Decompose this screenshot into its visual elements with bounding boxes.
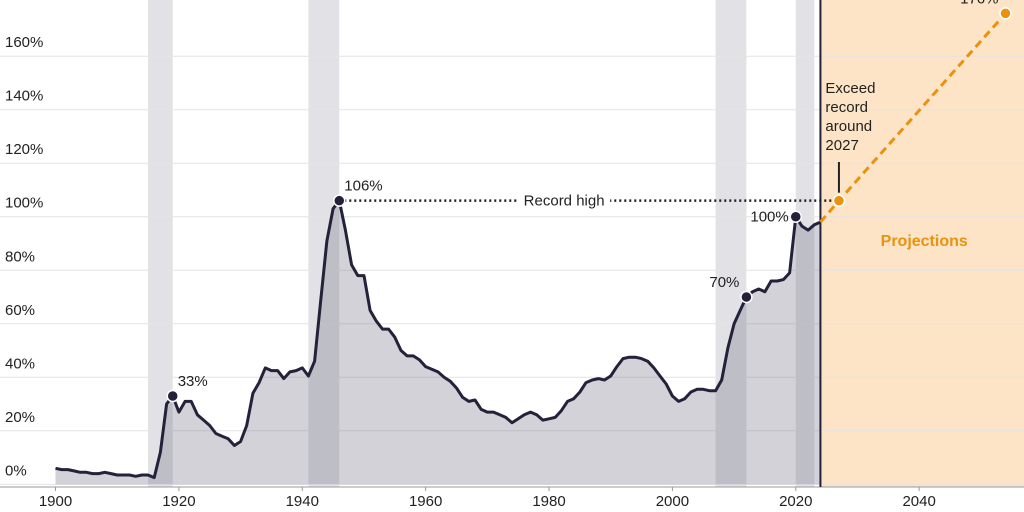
y-tick-label: 140% xyxy=(5,88,43,105)
shaded-range xyxy=(308,0,340,487)
area xyxy=(55,200,821,485)
callout-text: Exceed xyxy=(825,80,875,97)
x-tick-label: 2020 xyxy=(779,493,812,510)
line xyxy=(55,199,822,480)
y-tick-label: 100% xyxy=(5,195,43,212)
x-tick-label: 1960 xyxy=(409,493,442,510)
callout-text: around xyxy=(825,118,872,135)
x-tick-label: 1980 xyxy=(532,493,565,510)
y-tick-label: 20% xyxy=(5,409,35,426)
label-bg xyxy=(518,190,611,211)
y-tick-label: 120% xyxy=(5,141,43,158)
annotation-label: 100% xyxy=(750,209,788,226)
x-tick-label: 2040 xyxy=(902,493,935,510)
annotation-point xyxy=(333,194,346,207)
x-tick-label: 1900 xyxy=(39,493,72,510)
annotation-label: 33% xyxy=(178,373,208,390)
x-tick-label: 2000 xyxy=(656,493,689,510)
projection-label: Projections xyxy=(881,233,968,250)
projection-area xyxy=(820,0,1024,487)
callout-text: 2027 xyxy=(825,137,858,154)
annotation-label: 106% xyxy=(344,178,382,195)
y-tick-label: 160% xyxy=(5,34,43,51)
y-tick-label: 0% xyxy=(5,462,27,479)
callout-text: record xyxy=(825,99,868,116)
shaded-range xyxy=(148,0,173,487)
record-label: Record high xyxy=(524,193,605,210)
annotation-point xyxy=(789,210,803,223)
x-tick-label: 1940 xyxy=(286,493,319,510)
annotation-label: 70% xyxy=(709,274,739,291)
x-tick-label: 1920 xyxy=(162,493,195,510)
annotation-label: 176% xyxy=(960,0,998,7)
y-tick-label: 40% xyxy=(5,355,35,372)
annotation-point xyxy=(166,389,179,403)
shaded-range xyxy=(795,0,815,487)
y-tick-label: 60% xyxy=(5,302,35,319)
annotation-point xyxy=(740,290,753,304)
projection-point xyxy=(832,194,846,207)
shaded-range xyxy=(715,0,747,487)
y-tick-label: 80% xyxy=(5,248,35,265)
projection-point xyxy=(999,7,1012,20)
